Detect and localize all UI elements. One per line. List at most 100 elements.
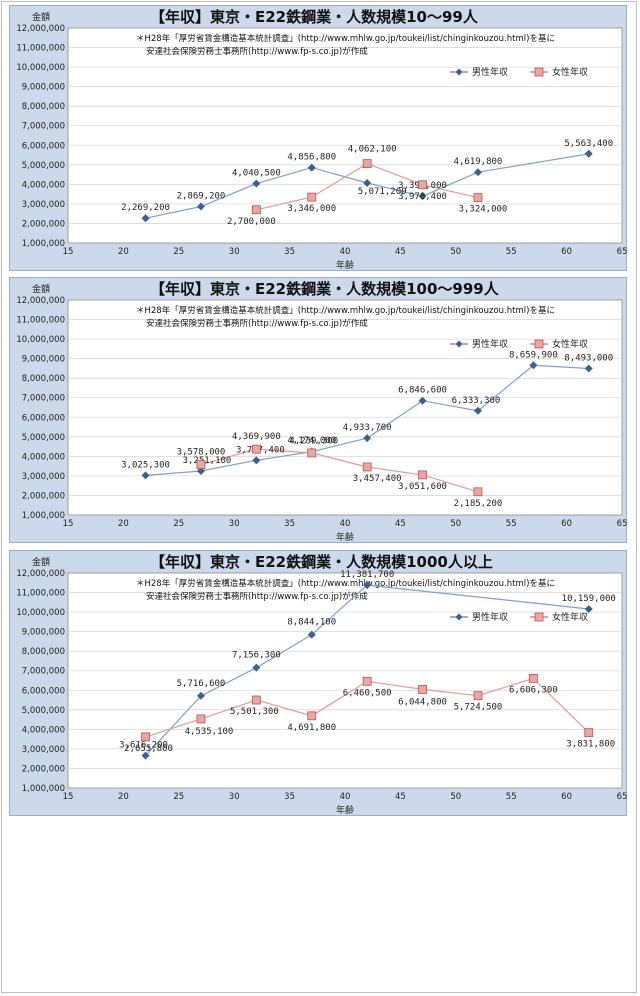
data-label: 5,716,600 [177, 679, 226, 689]
x-tick-label: 55 [506, 792, 517, 802]
y-axis-title: 金額 [32, 283, 50, 295]
data-point-female [584, 728, 594, 738]
data-point-female [251, 205, 261, 215]
data-point-female [473, 487, 483, 497]
source-note-line2: 安達社会保険労務士事務所(http://www.fp-s.co.jp)が作成 [146, 591, 368, 602]
y-tick-label: 9,000,000 [22, 628, 65, 638]
y-tick-label: 7,000,000 [22, 122, 65, 132]
source-note-line1: ＊H28年「厚労省賃金構造基本統計調査」(http://www.mhlw.go.… [136, 305, 555, 316]
x-tick-label: 50 [450, 519, 461, 529]
y-tick-label: 7,000,000 [22, 394, 65, 404]
series-line [200, 448, 479, 493]
data-point-male [529, 361, 538, 370]
data-label: 4,174,000 [287, 436, 336, 446]
x-tick-label: 20 [118, 519, 129, 529]
x-tick-label: 65 [617, 792, 628, 802]
chart-svg-10-99: 1,000,000 2,000,000 3,000,000 4,000,000 5,00… [16, 8, 628, 271]
x-tick-label: 25 [173, 519, 184, 529]
data-label: 5,724,500 [454, 703, 503, 713]
x-tick-label: 40 [340, 519, 351, 529]
x-tick-label: 30 [229, 247, 240, 257]
data-point-male [473, 168, 482, 177]
y-tick-label: 2,000,000 [22, 764, 65, 774]
data-label: 2,269,200 [121, 203, 170, 213]
data-point-female [251, 695, 261, 705]
y-tick-label: 11,000,000 [16, 589, 65, 599]
chart-title: 【年収】東京・E22鉄鋼業・人数規模10～99人 [150, 8, 479, 26]
data-label: 4,535,100 [185, 727, 234, 737]
y-tick-label: 1,000,000 [22, 511, 65, 521]
y-tick-label: 10,000,000 [16, 63, 65, 73]
x-axis-title: 年齢 [336, 259, 354, 271]
data-label: 6,846,600 [398, 386, 447, 396]
x-tick-label: 40 [340, 247, 351, 257]
data-point-male [363, 434, 372, 443]
data-point-female [196, 460, 206, 470]
y-tick-label: 2,000,000 [22, 491, 65, 501]
data-point-male [196, 202, 205, 211]
data-label: 6,606,300 [509, 685, 558, 695]
data-label: 5,071,200 [358, 187, 407, 197]
x-tick-label: 60 [561, 247, 572, 257]
data-point-male [141, 471, 150, 480]
data-point-male [584, 149, 593, 158]
legend-marker [534, 67, 544, 77]
data-label: 4,040,500 [232, 169, 281, 179]
y-tick-label: 3,000,000 [22, 472, 65, 482]
data-label: 8,493,000 [564, 354, 613, 364]
series-line [145, 584, 589, 757]
x-tick-label: 60 [561, 519, 572, 529]
y-axis-title: 金額 [32, 11, 50, 23]
x-tick-label: 20 [118, 792, 129, 802]
data-point-male [252, 179, 261, 188]
x-tick-label: 65 [617, 519, 628, 529]
data-point-female [307, 192, 317, 202]
chart-panel-10-99: 1,000,000 2,000,000 3,000,000 4,000,000 5,00… [9, 5, 627, 271]
y-tick-label: 11,000,000 [16, 44, 65, 54]
x-tick-label: 65 [617, 247, 628, 257]
x-tick-label: 45 [395, 519, 406, 529]
x-tick-label: 35 [284, 247, 295, 257]
chart-title: 【年収】東京・E22鉄鋼業・人数規模1000人以上 [150, 553, 493, 571]
data-point-male [584, 604, 593, 613]
y-tick-label: 10,000,000 [16, 335, 65, 345]
data-label: 10,159,000 [562, 594, 616, 604]
y-tick-label: 4,000,000 [22, 180, 65, 190]
y-tick-label: 11,000,000 [16, 316, 65, 326]
y-tick-label: 4,000,000 [22, 452, 65, 462]
data-point-female [418, 470, 427, 480]
y-tick-label: 12,000,000 [16, 296, 65, 306]
source-note-line2: 安達社会保険労務士事務所(http://www.fp-s.co.jp)が作成 [146, 46, 368, 57]
legend-label: 女性年収 [552, 338, 588, 350]
x-tick-label: 60 [561, 792, 572, 802]
legend-label: 女性年収 [552, 66, 588, 78]
data-point-male [584, 364, 593, 373]
chart-panel-1000-plus: 1,000,000 2,000,000 3,000,000 4,000,000 5,00… [9, 550, 627, 816]
legend-label: 男性年収 [472, 338, 508, 350]
y-tick-label: 5,000,000 [22, 433, 65, 443]
data-point-female [473, 691, 483, 701]
x-axis-title: 年齢 [336, 531, 354, 543]
x-tick-label: 50 [450, 247, 461, 257]
x-tick-label: 15 [63, 792, 74, 802]
y-tick-label: 8,000,000 [22, 102, 65, 112]
y-tick-label: 7,000,000 [22, 667, 65, 677]
source-note-line1: ＊H28年「厚労省賃金構造基本統計調査」(http://www.mhlw.go.… [136, 578, 555, 589]
x-tick-label: 50 [450, 792, 461, 802]
x-tick-label: 40 [340, 792, 351, 802]
legend-marker [455, 340, 463, 348]
data-label: 5,501,300 [230, 707, 279, 717]
chart-svg-100-999: 1,000,000 2,000,000 3,000,000 4,000,000 5,00… [16, 280, 628, 543]
data-label: 3,346,000 [287, 204, 336, 214]
data-label: 3,324,000 [459, 205, 508, 215]
data-label: 4,933,700 [343, 423, 392, 433]
x-tick-label: 45 [395, 792, 406, 802]
plot-area [67, 27, 623, 244]
data-label: 3,831,800 [566, 740, 615, 750]
legend-marker [455, 68, 463, 76]
data-point-male [252, 663, 261, 672]
y-tick-label: 12,000,000 [16, 569, 65, 579]
x-tick-label: 45 [395, 247, 406, 257]
y-tick-label: 8,000,000 [22, 647, 65, 657]
data-point-male [418, 192, 427, 201]
